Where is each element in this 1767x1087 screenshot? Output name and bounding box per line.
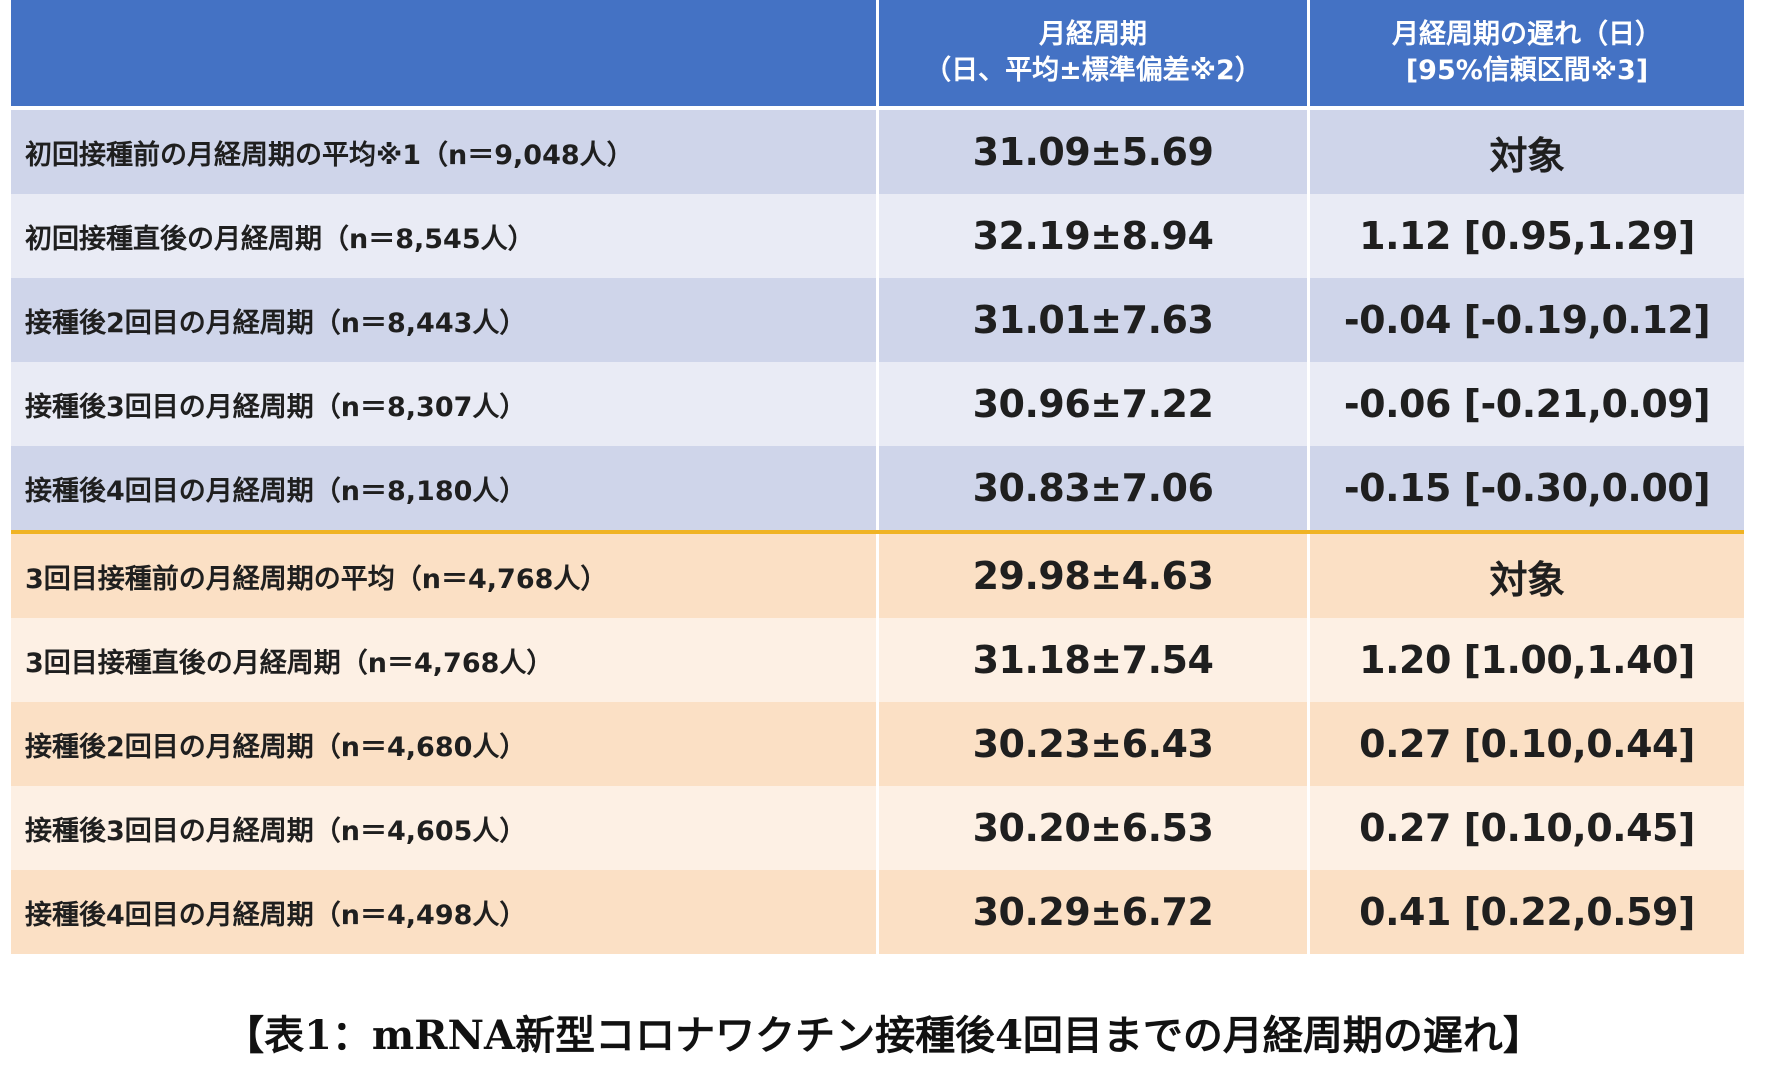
row-delay: -0.15 [-0.30,0.00] bbox=[1343, 466, 1711, 510]
header-delay-line2: [95%信頼区間※3] bbox=[1405, 55, 1649, 86]
row-mean: 30.96±7.22 bbox=[972, 382, 1214, 426]
row-label: 接種後3回目の月経周期（n＝4,605人） bbox=[25, 815, 527, 847]
table-row: 3回目接種前の月経周期の平均（n＝4,768人） 29.98±4.63 対象 bbox=[11, 530, 1744, 618]
row-mean: 30.83±7.06 bbox=[972, 466, 1214, 510]
row-delay: -0.06 [-0.21,0.09] bbox=[1343, 382, 1711, 426]
row-delay: 対象 bbox=[1489, 557, 1565, 602]
row-mean: 32.19±8.94 bbox=[972, 214, 1214, 258]
row-label: 接種後4回目の月経周期（n＝4,498人） bbox=[25, 899, 527, 931]
header-cell-cycle: 月経周期 （日、平均±標準偏差※2） bbox=[879, 0, 1310, 106]
row-delay: 1.20 [1.00,1.40] bbox=[1359, 638, 1695, 682]
row-mean: 31.01±7.63 bbox=[972, 298, 1214, 342]
row-delay: -0.04 [-0.19,0.12] bbox=[1343, 298, 1711, 342]
table-header: 月経周期 （日、平均±標準偏差※2） 月経周期の遅れ（日） [95%信頼区間※3… bbox=[11, 0, 1744, 106]
table-row: 初回接種前の月経周期の平均※1（n＝9,048人） 31.09±5.69 対象 bbox=[11, 110, 1744, 194]
row-label: 接種後4回目の月経周期（n＝8,180人） bbox=[25, 475, 527, 507]
row-mean: 30.29±6.72 bbox=[972, 890, 1214, 934]
header-cell-delay: 月経周期の遅れ（日） [95%信頼区間※3] bbox=[1310, 0, 1744, 106]
row-mean: 30.20±6.53 bbox=[972, 806, 1214, 850]
table-row: 接種後3回目の月経周期（n＝8,307人） 30.96±7.22 -0.06 [… bbox=[11, 362, 1744, 446]
header-delay-line1: 月経周期の遅れ（日） bbox=[1392, 19, 1662, 50]
table-row: 接種後2回目の月経周期（n＝8,443人） 31.01±7.63 -0.04 [… bbox=[11, 278, 1744, 362]
row-mean: 29.98±4.63 bbox=[972, 554, 1214, 598]
table-row: 接種後3回目の月経周期（n＝4,605人） 30.20±6.53 0.27 [0… bbox=[11, 786, 1744, 870]
row-delay: 1.12 [0.95,1.29] bbox=[1359, 214, 1695, 258]
row-mean: 31.18±7.54 bbox=[972, 638, 1214, 682]
row-mean: 30.23±6.43 bbox=[972, 722, 1214, 766]
row-label: 接種後3回目の月経周期（n＝8,307人） bbox=[25, 391, 527, 423]
table-row: 接種後4回目の月経周期（n＝8,180人） 30.83±7.06 -0.15 [… bbox=[11, 446, 1744, 530]
row-label: 3回目接種前の月経周期の平均（n＝4,768人） bbox=[25, 563, 608, 595]
header-cycle-line1: 月経周期 bbox=[1039, 19, 1147, 50]
row-mean: 31.09±5.69 bbox=[972, 130, 1214, 174]
row-label: 接種後2回目の月経周期（n＝4,680人） bbox=[25, 731, 527, 763]
row-label: 初回接種直後の月経周期（n＝8,545人） bbox=[25, 223, 535, 255]
table-row: 初回接種直後の月経周期（n＝8,545人） 32.19±8.94 1.12 [0… bbox=[11, 194, 1744, 278]
row-delay: 0.27 [0.10,0.45] bbox=[1359, 806, 1695, 850]
row-delay: 0.41 [0.22,0.59] bbox=[1359, 890, 1695, 934]
table-caption: 【表1：mRNA新型コロナワクチン接種後4回目までの月経周期の遅れ】 bbox=[224, 1012, 1543, 1059]
row-label: 3回目接種直後の月経周期（n＝4,768人） bbox=[25, 647, 554, 679]
row-delay: 0.27 [0.10,0.44] bbox=[1359, 722, 1695, 766]
row-label: 接種後2回目の月経周期（n＝8,443人） bbox=[25, 307, 527, 339]
menstrual-cycle-table: 月経周期 （日、平均±標準偏差※2） 月経周期の遅れ（日） [95%信頼区間※3… bbox=[11, 0, 1744, 954]
table-row: 3回目接種直後の月経周期（n＝4,768人） 31.18±7.54 1.20 [… bbox=[11, 618, 1744, 702]
row-label: 初回接種前の月経周期の平均※1（n＝9,048人） bbox=[25, 139, 634, 171]
row-delay: 対象 bbox=[1489, 133, 1565, 178]
table-row: 接種後2回目の月経周期（n＝4,680人） 30.23±6.43 0.27 [0… bbox=[11, 702, 1744, 786]
header-cycle-line2: （日、平均±標準偏差※2） bbox=[924, 55, 1262, 86]
header-cell-empty bbox=[11, 0, 879, 106]
table-row: 接種後4回目の月経周期（n＝4,498人） 30.29±6.72 0.41 [0… bbox=[11, 870, 1744, 954]
